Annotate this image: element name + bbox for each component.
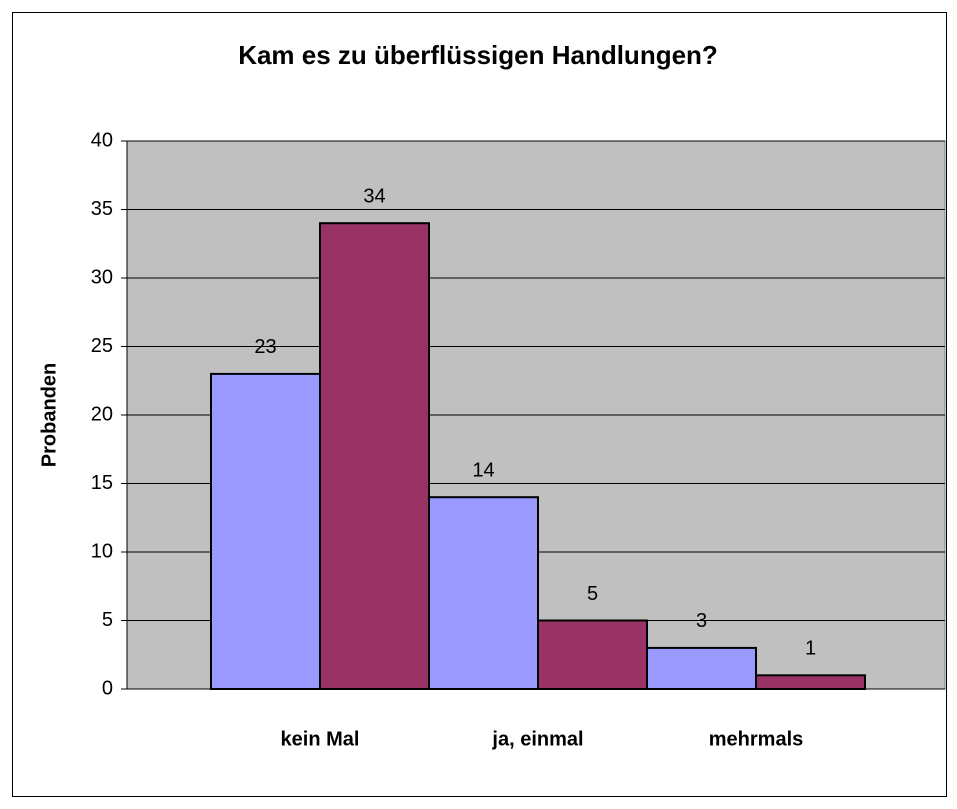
data-label: 23 [254, 336, 276, 358]
y-tick-label: 0 [102, 677, 113, 699]
x-tick-label: kein Mal [281, 728, 360, 750]
y-tick-label: 25 [91, 335, 113, 357]
x-tick-label: mehrmals [709, 728, 804, 750]
bar [755, 674, 866, 690]
y-tick-label: 40 [91, 129, 113, 151]
data-label: 5 [587, 583, 598, 605]
data-label: 3 [696, 610, 707, 632]
chart-title: Kam es zu überflüssigen Handlungen? [238, 40, 718, 70]
bar [428, 496, 539, 691]
bar [319, 222, 430, 690]
data-label: 34 [363, 185, 385, 207]
x-tick-label: ja, einmal [491, 728, 583, 750]
bar [646, 646, 757, 691]
y-tick-label: 30 [91, 266, 113, 288]
y-tick-label: 35 [91, 198, 113, 220]
y-tick-label: 20 [91, 403, 113, 425]
y-tick-label: 15 [91, 472, 113, 494]
bar [210, 372, 321, 690]
bar [537, 619, 648, 690]
y-tick-label: 5 [102, 609, 113, 631]
data-label: 14 [472, 459, 494, 481]
y-tick-label: 10 [91, 540, 113, 562]
y-axis-label: Probanden [38, 363, 60, 467]
data-label: 1 [805, 638, 816, 660]
